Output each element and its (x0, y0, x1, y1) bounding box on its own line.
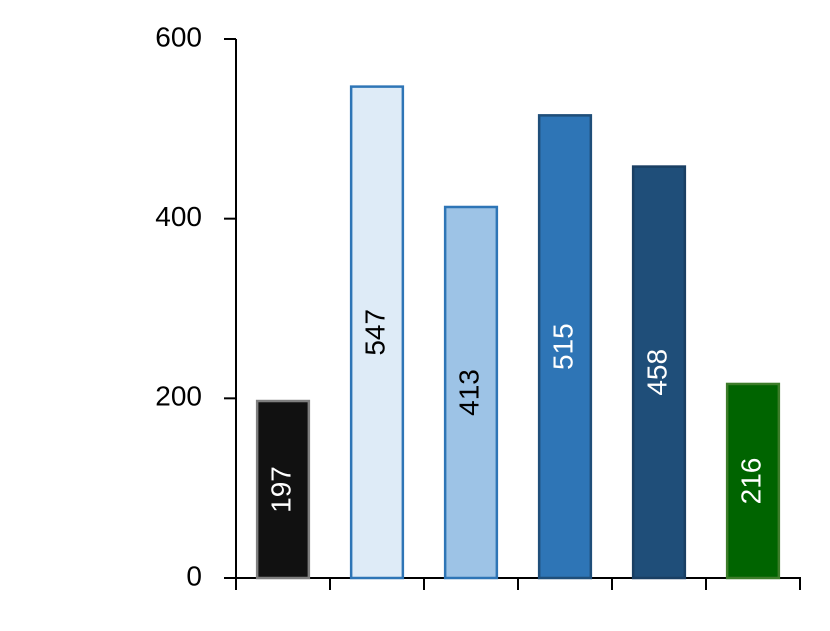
value-label: 458 (641, 349, 672, 396)
bar (349, 85, 405, 580)
bar (537, 114, 593, 580)
bar (255, 399, 311, 580)
bar (631, 165, 687, 580)
value-label: 197 (265, 466, 296, 513)
bar (725, 382, 781, 580)
value-label: 547 (359, 309, 390, 356)
y-tick-label: 400 (155, 201, 202, 232)
y-tick-label: 600 (155, 21, 202, 52)
bar (443, 205, 499, 580)
value-label: 216 (735, 458, 766, 505)
value-label: 515 (547, 323, 578, 370)
value-label: 413 (453, 369, 484, 416)
y-tick-label: 200 (155, 381, 202, 412)
y-tick-label: 0 (186, 560, 202, 591)
